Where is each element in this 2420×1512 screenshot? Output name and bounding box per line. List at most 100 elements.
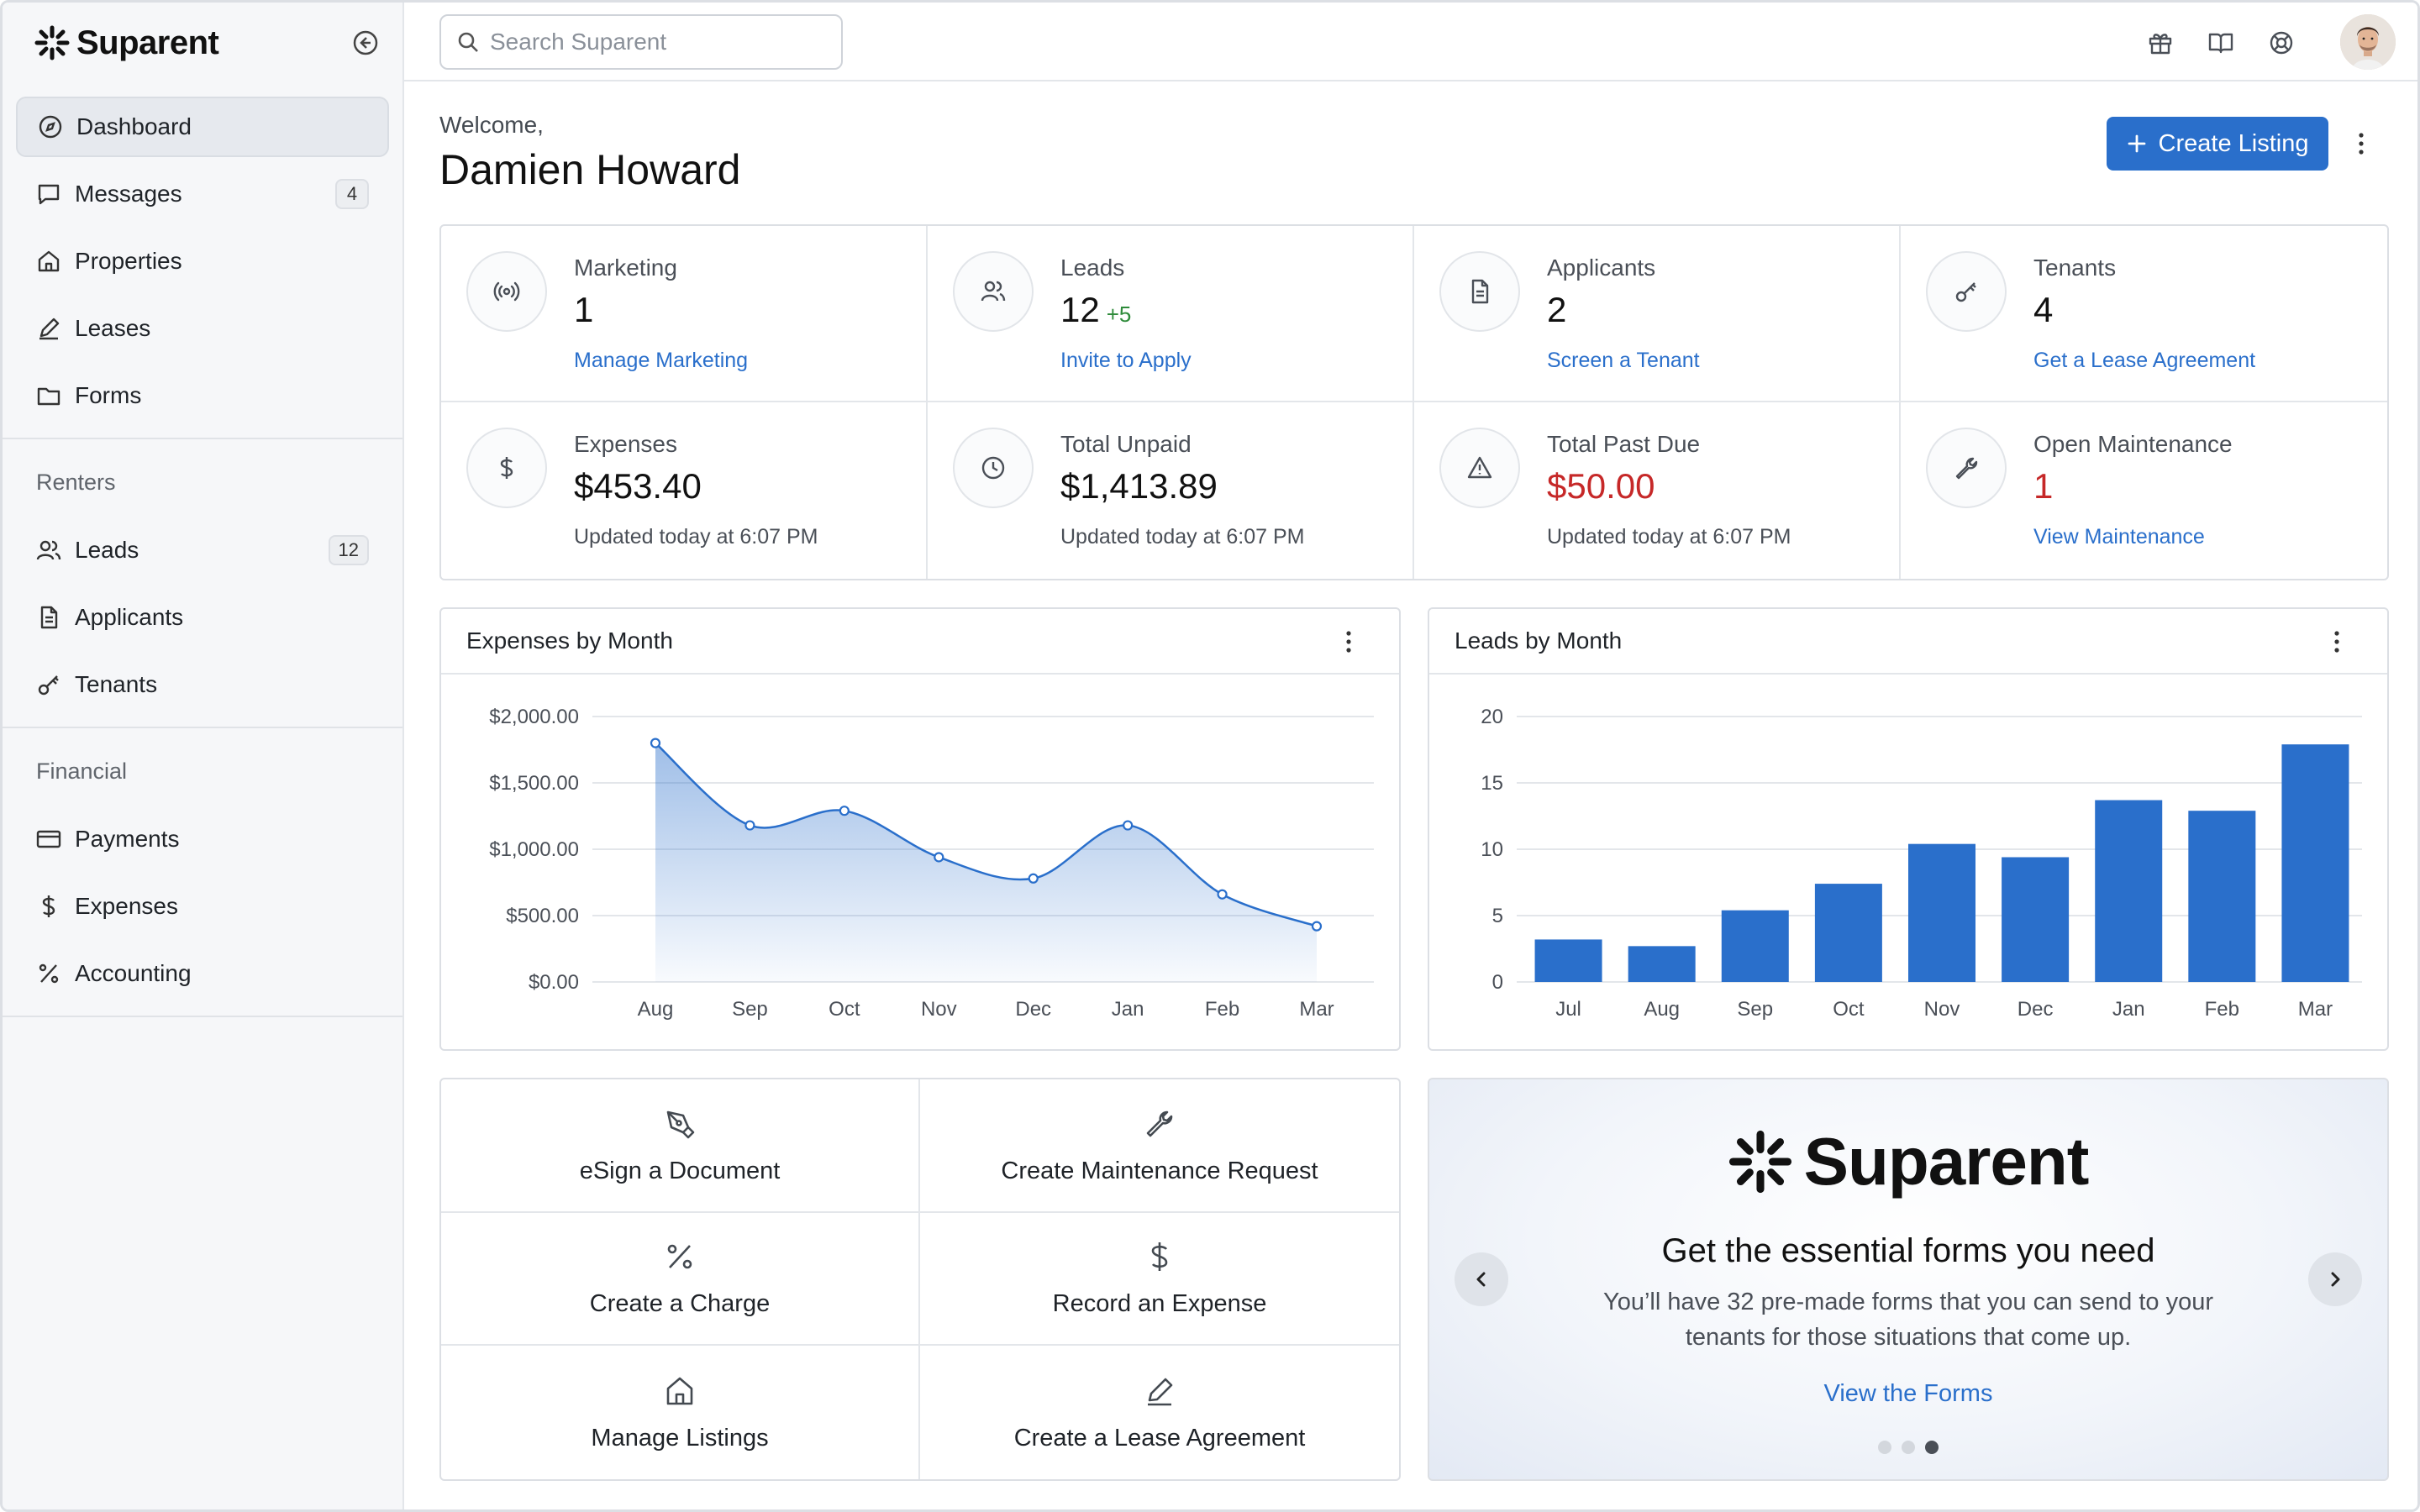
sidebar-item-leases[interactable]: Leases: [16, 298, 389, 359]
expenses-chart-menu-button[interactable]: [1339, 627, 1359, 656]
data-point: [839, 806, 850, 816]
renters-heading: Renters: [36, 470, 116, 495]
user-avatar[interactable]: [2340, 14, 2396, 70]
screen-tenant-link[interactable]: Screen a Tenant: [1547, 349, 1700, 372]
leads-count-badge: 12: [328, 535, 369, 565]
sidebar-item-accounting[interactable]: Accounting: [16, 943, 389, 1004]
stat-updated-note: Updated today at 6:07 PM: [574, 525, 818, 549]
sidebar-item-payments[interactable]: Payments: [16, 809, 389, 869]
action-label: Create Maintenance Request: [1001, 1157, 1318, 1184]
sidebar: Suparent Dashboard Messages 4 Properties…: [3, 3, 404, 1509]
stat-tenants: Tenants 4 Get a Lease Agreement: [1901, 226, 2387, 402]
sidebar-item-label: Applicants: [75, 604, 184, 630]
promo-brand-name: Suparent: [1803, 1124, 2090, 1199]
sidebar-item-leads[interactable]: Leads 12: [16, 520, 389, 580]
data-point: [1123, 820, 1134, 831]
percent-icon: [34, 959, 63, 988]
action-label: Create a Charge: [589, 1290, 771, 1318]
sidebar-item-messages[interactable]: Messages 4: [16, 164, 389, 224]
stat-value: 2: [1547, 290, 1567, 329]
promo-title: Get the essential forms you need: [1661, 1232, 2155, 1269]
credit-card-icon: [34, 825, 63, 853]
x-tick-label: Dec: [2018, 998, 2054, 1021]
sidebar-item-label: Payments: [75, 826, 180, 852]
manage-listings-action[interactable]: Manage Listings: [441, 1346, 920, 1479]
sparkle-logo-icon: [34, 25, 70, 60]
data-point: [744, 820, 755, 831]
record-expense-action[interactable]: Record an Expense: [920, 1213, 1399, 1347]
stat-label: Applicants: [1547, 255, 1656, 281]
view-maintenance-link[interactable]: View Maintenance: [2033, 525, 2205, 549]
manage-marketing-link[interactable]: Manage Marketing: [574, 349, 749, 372]
carousel-dot[interactable]: [1878, 1441, 1891, 1454]
stat-delta: +5: [1106, 302, 1132, 327]
chevron-right-icon: [2331, 1272, 2340, 1287]
page-menu-button[interactable]: [2349, 127, 2374, 160]
bar: [1908, 843, 1975, 982]
x-tick-label: Feb: [1205, 998, 1239, 1021]
collapse-sidebar-button[interactable]: [349, 26, 382, 60]
search-box[interactable]: [439, 14, 843, 70]
bar: [1814, 884, 1882, 982]
carousel-next-button[interactable]: [2308, 1252, 2362, 1306]
x-tick-label: Mar: [1299, 998, 1334, 1021]
create-listing-button[interactable]: Create Listing: [2107, 117, 2328, 171]
gift-button[interactable]: [2144, 26, 2177, 60]
stat-label: Total Past Due: [1547, 431, 1701, 457]
action-label: Record an Expense: [1052, 1290, 1267, 1318]
carousel-prev-button[interactable]: [1455, 1252, 1508, 1306]
plus-icon: [2128, 134, 2145, 153]
create-maintenance-request-action[interactable]: Create Maintenance Request: [920, 1079, 1399, 1213]
y-tick-label: $1,500.00: [489, 772, 579, 795]
sidebar-item-label: Accounting: [75, 960, 192, 986]
stat-value-number: 12: [1060, 290, 1100, 329]
lease-agreement-link[interactable]: Get a Lease Agreement: [2033, 349, 2256, 372]
y-tick-label: 15: [1481, 772, 1503, 795]
sidebar-item-properties[interactable]: Properties: [16, 231, 389, 291]
sidebar-item-label: Tenants: [75, 671, 158, 697]
create-charge-action[interactable]: Create a Charge: [441, 1212, 920, 1347]
y-tick-label: $1,000.00: [489, 838, 579, 861]
sidebar-item-expenses[interactable]: Expenses: [16, 876, 389, 937]
carousel-dot[interactable]: [1902, 1441, 1915, 1454]
data-point: [934, 852, 944, 863]
y-tick-label: $0.00: [529, 971, 579, 994]
brand-logo[interactable]: Suparent: [34, 21, 219, 65]
x-tick-label: Jan: [1112, 998, 1144, 1021]
stat-value: $1,413.89: [1060, 466, 1218, 506]
stats-grid: Marketing 1 Manage Marketing Leads 12 +5 …: [439, 224, 2389, 580]
view-forms-link[interactable]: View the Forms: [1823, 1380, 1993, 1407]
stat-value: $453.40: [574, 466, 702, 506]
data-point: [1311, 921, 1323, 932]
leads-chart-menu-button[interactable]: [2327, 627, 2347, 656]
lifebuoy-icon: [2270, 31, 2293, 55]
create-lease-agreement-action[interactable]: Create a Lease Agreement: [920, 1346, 1399, 1479]
docs-button[interactable]: [2204, 26, 2238, 60]
folder-icon: [34, 381, 63, 410]
x-tick-label: Jan: [2112, 998, 2145, 1021]
book-icon: [2208, 33, 2233, 54]
carousel-dot-active[interactable]: [1925, 1441, 1939, 1454]
data-point: [1028, 873, 1039, 884]
user-photo-icon: [2340, 14, 2396, 70]
help-button[interactable]: [2265, 26, 2298, 60]
users-icon: [953, 251, 1034, 332]
x-tick-label: Nov: [921, 998, 957, 1021]
sidebar-item-dashboard[interactable]: Dashboard: [16, 97, 389, 157]
search-input[interactable]: [490, 29, 826, 55]
sidebar-item-applicants[interactable]: Applicants: [16, 587, 389, 648]
financial-nav: Payments Expenses Accounting: [3, 809, 402, 1004]
expenses-chart-card: Expenses by Month $0.00 $500.00 $1,000.00 $…: [439, 607, 1401, 1051]
sidebar-item-forms[interactable]: Forms: [16, 365, 389, 426]
compass-icon: [36, 113, 65, 141]
esign-document-action[interactable]: eSign a Document: [441, 1079, 920, 1213]
stat-updated-note: Updated today at 6:07 PM: [1060, 525, 1305, 549]
x-tick-label: Dec: [1015, 998, 1051, 1021]
invite-to-apply-link[interactable]: Invite to Apply: [1060, 349, 1192, 372]
series-area: [655, 743, 1317, 982]
dollar-icon: [466, 428, 547, 508]
stat-value: $50.00: [1547, 466, 1655, 506]
topbar: [404, 3, 2417, 81]
x-tick-label: Oct: [1833, 998, 1865, 1021]
sidebar-item-tenants[interactable]: Tenants: [16, 654, 389, 715]
